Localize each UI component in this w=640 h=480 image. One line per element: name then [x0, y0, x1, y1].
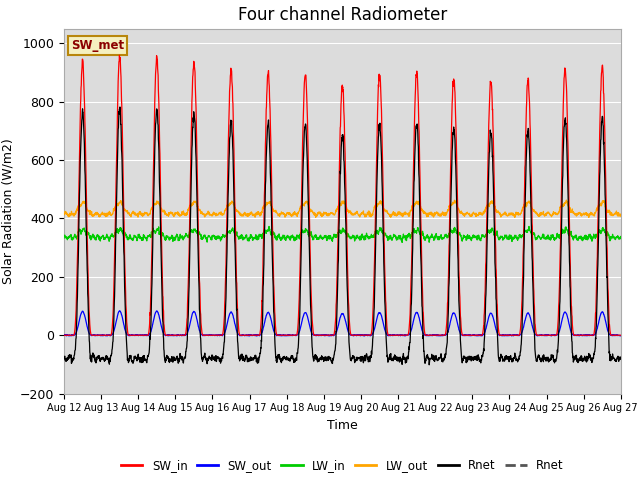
Legend: SW_in, SW_out, LW_in, LW_out, Rnet, Rnet: SW_in, SW_out, LW_in, LW_out, Rnet, Rnet	[116, 454, 568, 477]
Text: SW_met: SW_met	[71, 39, 124, 52]
Title: Four channel Radiometer: Four channel Radiometer	[238, 6, 447, 24]
X-axis label: Time: Time	[327, 419, 358, 432]
Y-axis label: Solar Radiation (W/m2): Solar Radiation (W/m2)	[1, 138, 14, 284]
